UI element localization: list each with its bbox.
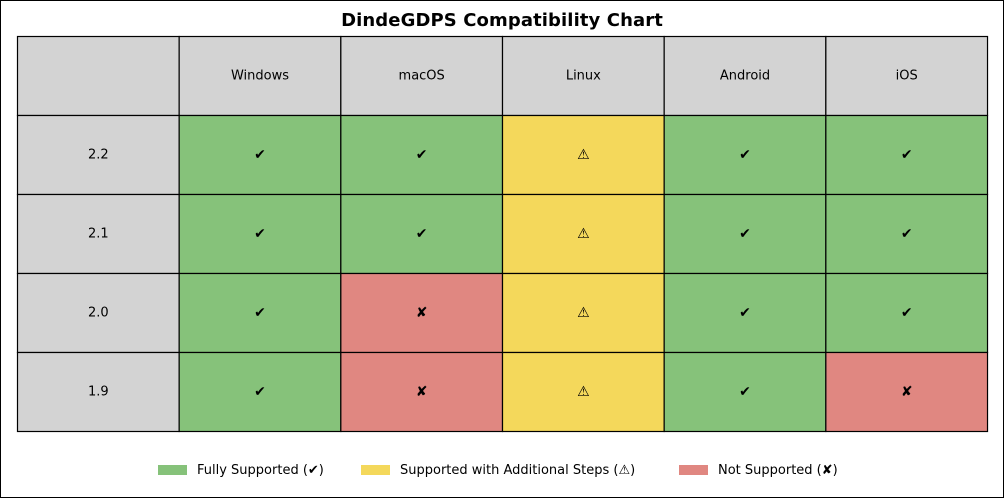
- status-cell: [340, 351, 504, 433]
- legend-label-additional-steps: Supported with Additional Steps (⚠): [400, 462, 636, 478]
- status-symbol: ✔: [254, 384, 266, 400]
- status-cell: [178, 193, 342, 275]
- column-header-label: macOS: [399, 69, 445, 84]
- header-corner-cell: [16, 35, 180, 117]
- status-symbol: ✔: [901, 305, 913, 321]
- row-header-cell: [16, 114, 180, 196]
- row-header-cell: [16, 272, 180, 354]
- status-symbol: ✔: [416, 147, 428, 163]
- status-symbol: ✔: [901, 226, 913, 242]
- version-label: 1.9: [88, 385, 109, 400]
- status-symbol: ✔: [739, 147, 751, 163]
- status-symbol: ✘: [416, 384, 428, 400]
- status-cell: [178, 114, 342, 196]
- status-cell: [501, 351, 665, 433]
- status-symbol: ⚠: [577, 384, 590, 400]
- status-cell: [501, 272, 665, 354]
- legend: Fully Supported (✔) Supported with Addit…: [0, 459, 1004, 481]
- status-symbol: ⚠: [577, 147, 590, 163]
- column-header-label: Windows: [231, 69, 289, 84]
- status-symbol: ⚠: [577, 305, 590, 321]
- status-cell: [825, 193, 989, 275]
- status-symbol: ⚠: [577, 226, 590, 242]
- status-symbol: ✘: [901, 384, 913, 400]
- column-header-label: Linux: [566, 69, 601, 84]
- status-symbol: ✔: [254, 147, 266, 163]
- legend-item-fully-supported: Fully Supported (✔): [158, 459, 324, 481]
- row-header-cell: [16, 351, 180, 433]
- status-cell: [663, 114, 827, 196]
- version-label: 2.1: [88, 227, 109, 242]
- status-symbol: ✔: [739, 226, 751, 242]
- status-symbol: ✘: [416, 305, 428, 321]
- column-header-label: Android: [720, 69, 770, 84]
- status-cell: [663, 351, 827, 433]
- status-symbol: ✔: [901, 147, 913, 163]
- legend-swatch-not-supported: [679, 465, 708, 475]
- legend-swatch-fully-supported: [158, 465, 187, 475]
- status-symbol: ✔: [254, 305, 266, 321]
- legend-label-fully-supported: Fully Supported (✔): [197, 462, 324, 478]
- chart-title: DindeGDPS Compatibility Chart: [341, 10, 663, 31]
- status-cell: [825, 272, 989, 354]
- status-symbol: ✔: [416, 226, 428, 242]
- status-cell: [825, 114, 989, 196]
- status-cell: [178, 351, 342, 433]
- status-symbol: ✔: [739, 384, 751, 400]
- version-label: 2.2: [88, 148, 109, 163]
- legend-item-not-supported: Not Supported (✘): [679, 459, 838, 481]
- legend-swatch-additional-steps: [361, 465, 390, 475]
- status-cell: [825, 351, 989, 433]
- legend-label-not-supported: Not Supported (✘): [718, 462, 838, 478]
- status-cell: [340, 114, 504, 196]
- row-header-cell: [16, 193, 180, 275]
- version-label: 2.0: [88, 306, 109, 321]
- header-cell: [825, 35, 989, 117]
- status-symbol: ✔: [739, 305, 751, 321]
- header-cell: [663, 35, 827, 117]
- status-symbol: ✔: [254, 226, 266, 242]
- legend-item-additional-steps: Supported with Additional Steps (⚠): [361, 459, 635, 481]
- status-cell: [340, 193, 504, 275]
- column-header-label: iOS: [896, 69, 918, 84]
